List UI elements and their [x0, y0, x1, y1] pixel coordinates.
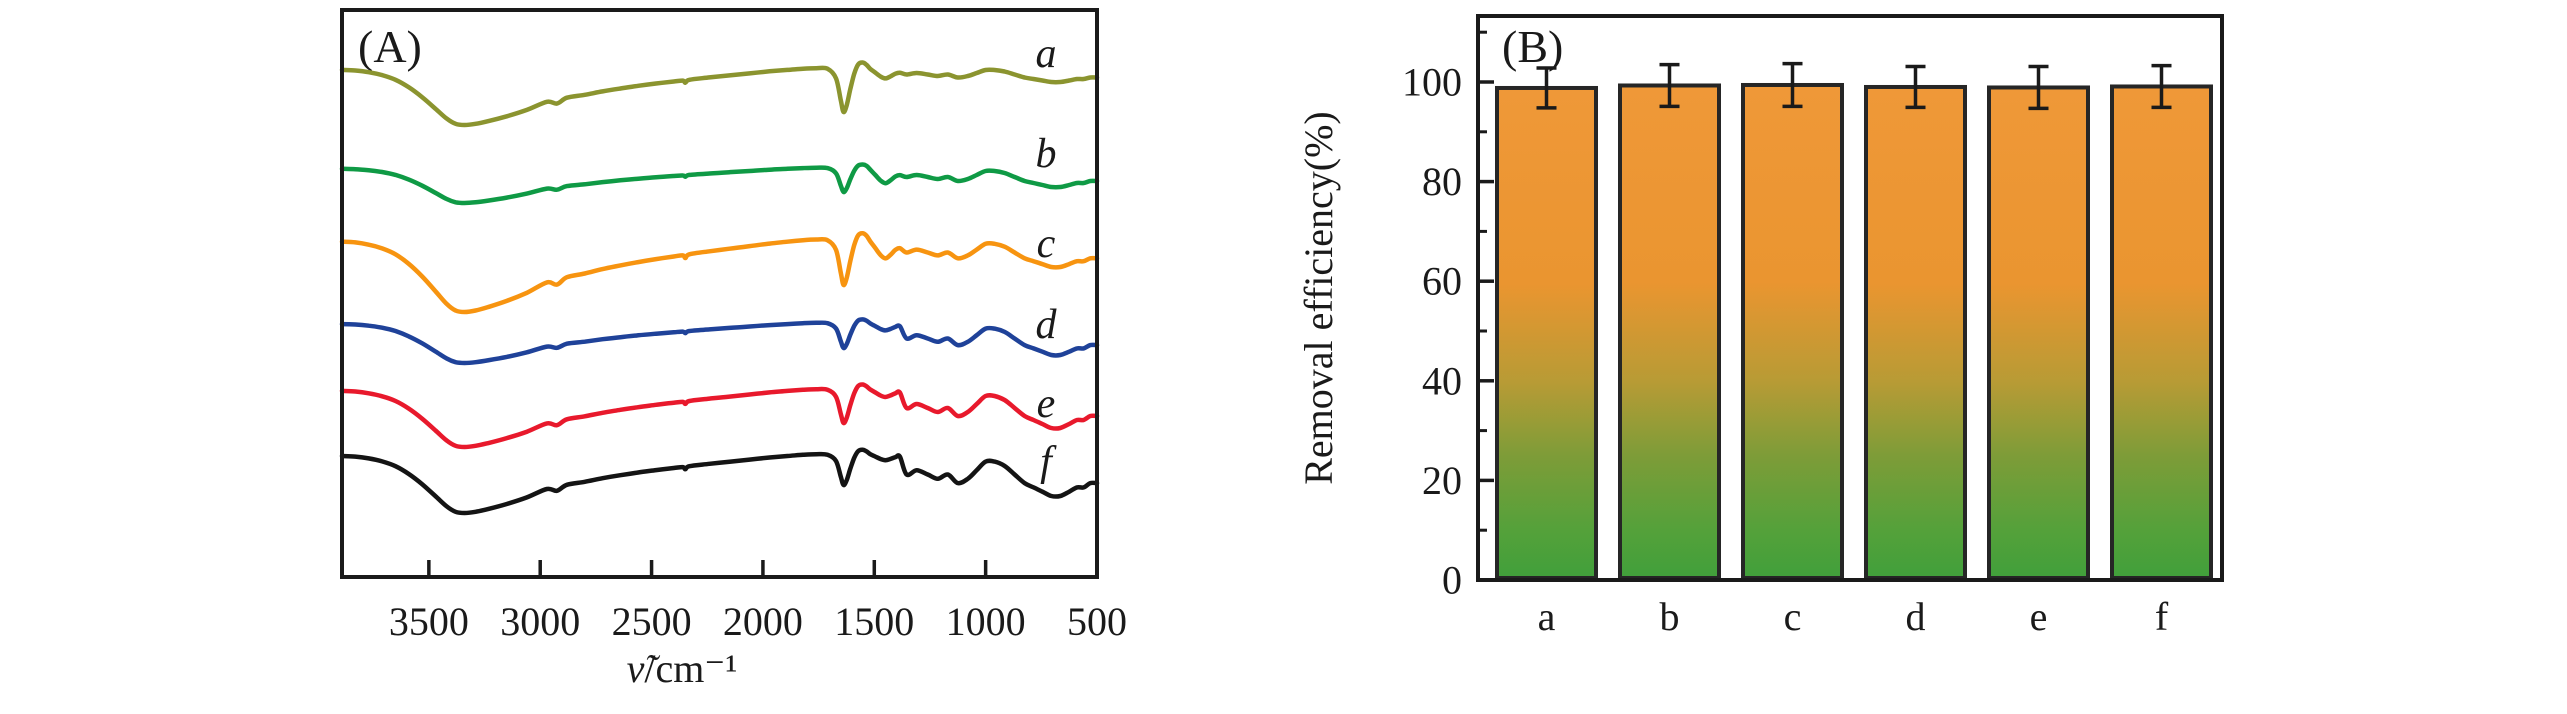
spectrum-curve-d — [339, 317, 1100, 366]
panel-b-axes: 0 20 40 60 80 100 — [1402, 14, 2224, 603]
bar-category-label-d: d — [1906, 594, 1926, 639]
curve-label-e: e — [1037, 381, 1056, 427]
panel-b-bars: (B) a b c d e f 0 20 40 60 80 100 Removal efficien… — [1296, 14, 2224, 639]
bar-e — [1987, 85, 2090, 580]
bar-category-label-a: a — [1538, 594, 1556, 639]
bar-f — [2110, 84, 2213, 581]
spectrum-curve-a — [339, 60, 1100, 128]
y-tick-label: 60 — [1422, 259, 1462, 304]
panel-a-axes: 3500 3000 2500 2000 1500 1000 500 — [340, 8, 1127, 644]
y-tick-label: 80 — [1422, 159, 1462, 204]
spectrum-curve-f — [339, 447, 1100, 516]
x-tick-label: 500 — [1067, 599, 1127, 644]
curve-label-f: f — [1040, 439, 1057, 485]
curve-label-d: d — [1036, 302, 1058, 348]
bar-d — [1864, 84, 1967, 580]
spectrum-curve-b — [339, 162, 1100, 206]
bar-category-label-b: b — [1660, 594, 1680, 639]
x-tick-label: 3500 — [389, 599, 469, 644]
x-tick-label: 1000 — [946, 599, 1026, 644]
x-tick-label: 2500 — [612, 599, 692, 644]
panel-b-frame — [1476, 14, 2224, 582]
x-tick-label: 3000 — [500, 599, 580, 644]
spectrum-curve-c — [339, 231, 1100, 315]
curve-label-b: b — [1036, 131, 1057, 177]
y-tick-label: 0 — [1442, 558, 1462, 603]
panel-a-label: (A) — [358, 21, 422, 72]
bar-b — [1618, 83, 1721, 581]
curve-label-c: c — [1037, 221, 1056, 267]
x-axis-title: ν̃/cm⁻¹ — [627, 646, 738, 691]
bar-category-label-f: f — [2155, 594, 2169, 639]
bar-c — [1741, 82, 1844, 580]
y-axis-title: Removal efficiency(%) — [1296, 111, 1341, 485]
bars-group: a b c d e f — [1495, 61, 2213, 639]
y-tick-label: 20 — [1422, 458, 1462, 503]
y-tick-label: 40 — [1422, 358, 1462, 403]
y-tick-label: 100 — [1402, 60, 1462, 105]
panel-b-label: (B) — [1502, 21, 1563, 72]
x-axis-title-unit: /cm⁻¹ — [644, 646, 737, 691]
panel-a-frame — [340, 8, 1099, 579]
x-tick-label: 1500 — [834, 599, 914, 644]
bar-category-label-e: e — [2030, 594, 2048, 639]
bar-a — [1495, 85, 1598, 580]
x-tick-label: 2000 — [723, 599, 803, 644]
bar-category-label-c: c — [1784, 594, 1802, 639]
curve-label-a: a — [1036, 31, 1057, 77]
spectrum-curve-e — [339, 382, 1100, 450]
